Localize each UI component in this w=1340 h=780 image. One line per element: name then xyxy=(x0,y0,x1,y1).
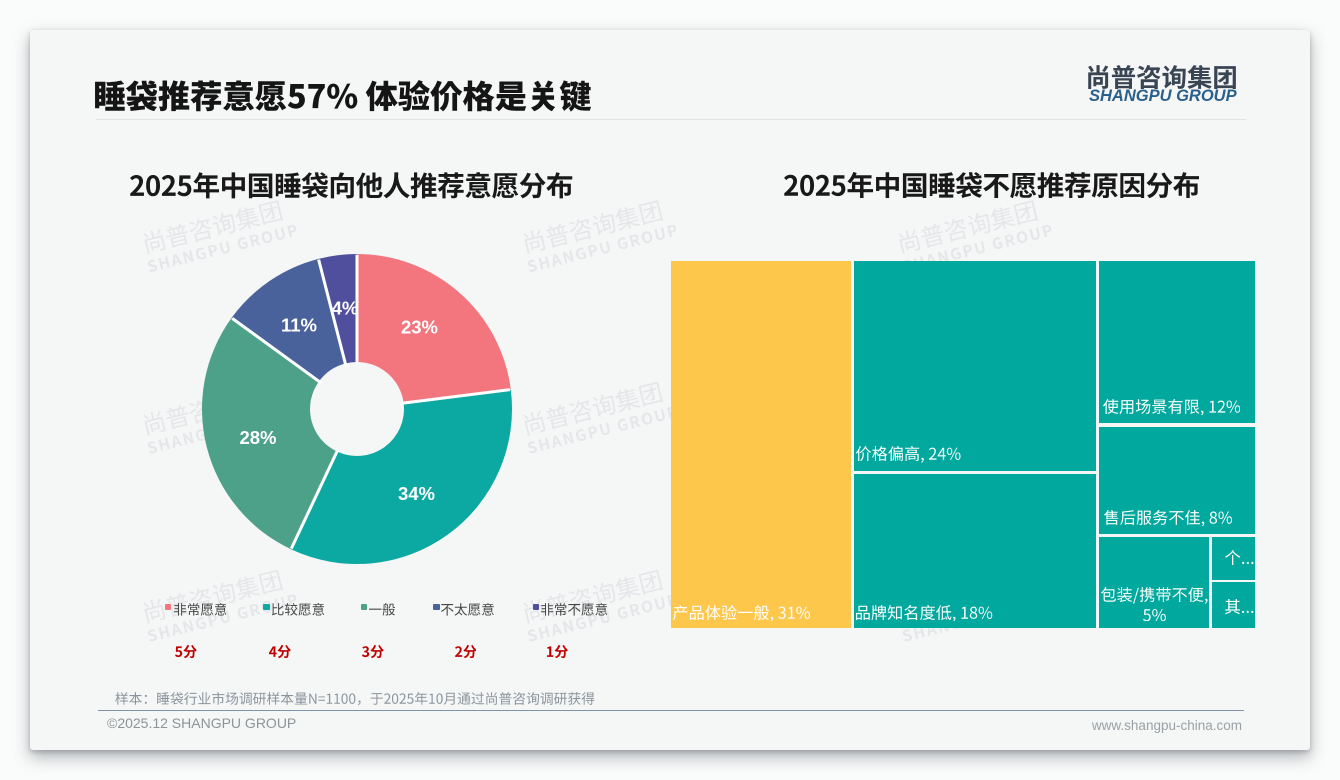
svg-text:28%: 28% xyxy=(239,427,276,448)
svg-text:4%: 4% xyxy=(332,297,359,318)
svg-text:23%: 23% xyxy=(401,316,438,337)
svg-text:11%: 11% xyxy=(281,314,317,335)
svg-text:34%: 34% xyxy=(398,483,435,504)
